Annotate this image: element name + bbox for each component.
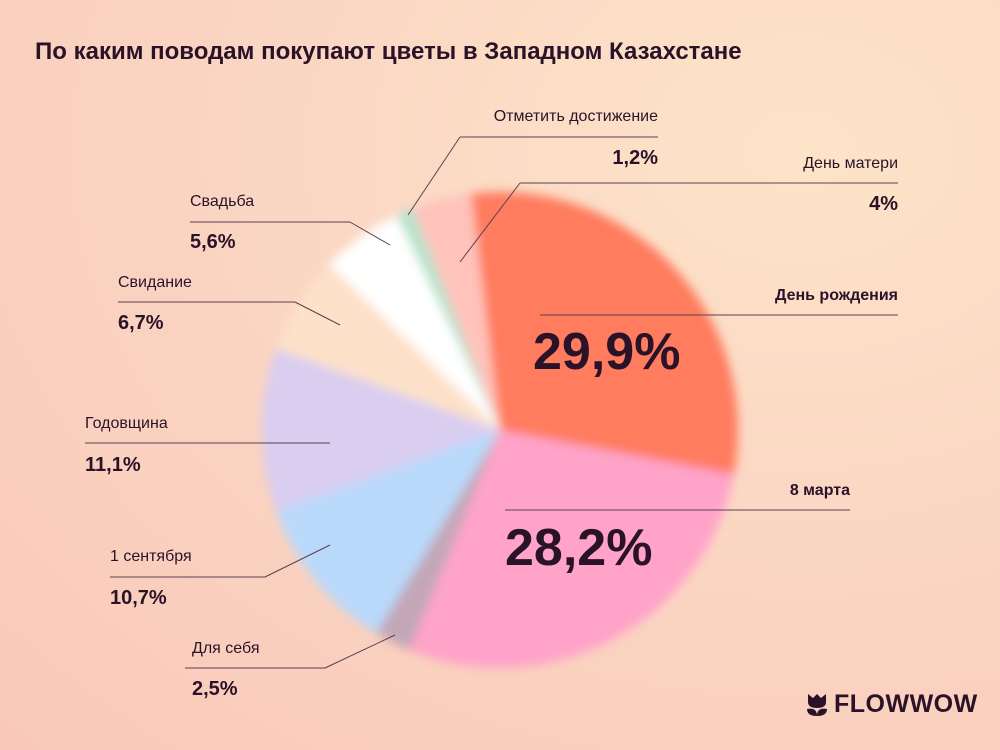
pie-slice-1 bbox=[409, 430, 734, 668]
chart-title: По каким поводам покупают цветы в Западн… bbox=[35, 38, 742, 65]
value-birthday: 29,9% bbox=[533, 323, 681, 381]
value-achievement: 1,2% bbox=[612, 147, 658, 169]
pie-slice-2 bbox=[376, 430, 500, 651]
label-sept-1: 1 сентября bbox=[110, 548, 192, 565]
pie-slice-8 bbox=[413, 193, 500, 430]
value-anniversary: 11,1% bbox=[85, 454, 141, 476]
tulip-icon bbox=[807, 693, 827, 716]
label-self: Для себя bbox=[192, 640, 260, 657]
pie-slice-3 bbox=[276, 430, 500, 634]
pie-slice-4 bbox=[262, 348, 500, 512]
label-achievement: Отметить достижение bbox=[493, 108, 658, 125]
leader-lines bbox=[85, 136, 898, 669]
label-birthday: День рождения bbox=[774, 287, 898, 304]
value-mothers-day: 4% bbox=[869, 193, 898, 215]
value-sept-1: 10,7% bbox=[110, 587, 167, 609]
value-march-8: 28,2% bbox=[505, 519, 653, 577]
label-wedding: Свадьба bbox=[190, 193, 255, 210]
value-date: 6,7% bbox=[118, 312, 164, 334]
label-date: Свидание bbox=[118, 274, 192, 291]
brand-logo: FLOWWOW bbox=[806, 690, 978, 719]
pie-slice-7 bbox=[396, 208, 500, 430]
pie-slice-5 bbox=[276, 264, 500, 430]
pie-slice-6 bbox=[329, 215, 500, 430]
value-wedding: 5,6% bbox=[190, 231, 236, 253]
label-mothers-day: День матери bbox=[803, 155, 898, 172]
pie-slice-0 bbox=[470, 192, 738, 475]
value-self: 2,5% bbox=[192, 678, 238, 700]
brand-name: FLOWWOW bbox=[834, 690, 978, 718]
label-anniversary: Годовщина bbox=[85, 415, 168, 432]
label-march-8: 8 марта bbox=[789, 482, 850, 499]
